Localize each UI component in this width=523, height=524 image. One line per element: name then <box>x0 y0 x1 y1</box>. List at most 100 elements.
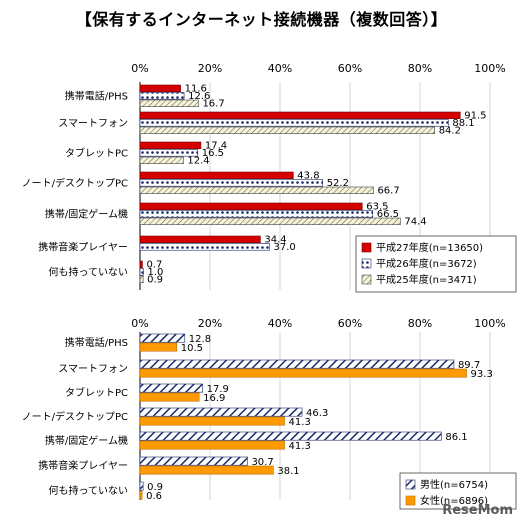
bar-solid-red <box>139 235 261 243</box>
x-tick-label: 20% <box>198 317 222 330</box>
x-tick-label: 0% <box>131 62 148 75</box>
bar-solid-orange <box>139 490 143 500</box>
data-label: 63.5 <box>366 202 388 213</box>
bar-dots-navy <box>139 268 144 276</box>
data-label: 34.4 <box>264 235 286 246</box>
x-tick-label: 100% <box>474 317 505 330</box>
bar-solid-orange <box>139 368 467 378</box>
data-label: 93.3 <box>471 369 493 380</box>
legend-swatch-solid-orange <box>405 495 416 506</box>
bar-stripes-pale <box>139 156 184 164</box>
data-label: 88.1 <box>452 118 474 129</box>
chart-bottom: 0% 20% 40% 60% 80% 100% 携帯電話/PHS 12.810.5 スマートフォ… <box>22 317 517 510</box>
bar-stripes-navy <box>139 359 455 369</box>
data-label: 66.5 <box>377 209 399 220</box>
bar-stripes-navy <box>139 383 203 393</box>
category-label: 携帯音楽プレイヤー <box>38 459 128 472</box>
bar-stripes-pale <box>139 275 144 283</box>
data-label: 52.2 <box>327 178 349 189</box>
x-tick-label: 0% <box>131 317 148 330</box>
legend-label: 男性(n=6754) <box>420 478 488 491</box>
category-label: 携帯電話/PHS <box>65 336 128 349</box>
x-tick-label: 80% <box>408 317 432 330</box>
bar-solid-red <box>139 171 294 179</box>
data-label: 0.9 <box>147 275 163 286</box>
bar-solid-orange <box>139 416 285 426</box>
category-label: タブレットPC <box>65 386 128 399</box>
data-label: 0.7 <box>146 260 162 271</box>
data-label: 66.7 <box>377 186 399 197</box>
data-label: 46.3 <box>306 408 328 419</box>
data-label: 38.1 <box>277 466 299 477</box>
data-label: 86.1 <box>445 432 467 443</box>
watermark-logo: ReseMom <box>442 503 513 518</box>
data-label: 12.8 <box>189 334 211 345</box>
bar-solid-red <box>139 202 363 210</box>
chart-title: 【保有するインターネット接続機器（複数回答）】 <box>75 10 448 29</box>
bar-dots-navy <box>139 149 199 157</box>
data-label: 41.3 <box>289 417 311 428</box>
bar-solid-orange <box>139 440 285 450</box>
category-label: 携帯/固定ゲーム機 <box>45 207 128 220</box>
category-label: スマートフォン <box>58 364 128 375</box>
category-label: ノート/デスクトップPC <box>22 176 128 189</box>
data-label: 10.5 <box>181 343 203 354</box>
category-label: 携帯電話/PHS <box>65 89 128 102</box>
chart-top: 0% 20% 40% 60% 80% 100% 携帯電話/PHS 11.612.616.7 スマ… <box>22 62 517 293</box>
legend-label: 平成27年度(n=13650) <box>376 241 483 254</box>
category-label: ノート/デスクトップPC <box>22 410 128 423</box>
legend-box <box>399 472 517 510</box>
data-label: 17.9 <box>207 384 229 395</box>
category-label: スマートフォン <box>58 118 128 129</box>
bar-stripes-navy <box>139 456 248 466</box>
data-label: 43.8 <box>297 171 319 182</box>
x-tick-label: 20% <box>198 62 222 75</box>
bar-solid-red <box>139 141 202 149</box>
data-label: 41.3 <box>289 441 311 452</box>
data-label: 37.0 <box>274 242 296 253</box>
bar-stripes-pale <box>139 99 199 107</box>
legend-label: 女性(n=6896) <box>420 494 488 507</box>
data-label: 89.7 <box>458 360 480 371</box>
x-tick-label: 80% <box>408 62 432 75</box>
x-tick-label: 60% <box>338 317 362 330</box>
legend-swatch-stripes-navy <box>405 479 416 490</box>
bar-stripes-pale <box>139 126 436 134</box>
bar-stripes-pale <box>139 186 374 194</box>
data-label: 17.4 <box>205 141 227 152</box>
data-label: 1.0 <box>148 267 164 278</box>
bar-stripes-navy <box>139 407 303 417</box>
data-label: 91.5 <box>464 111 486 122</box>
data-label: 84.2 <box>439 126 461 137</box>
bar-dots-navy <box>139 119 449 127</box>
bar-solid-red <box>139 111 461 119</box>
data-label: 0.9 <box>147 482 163 493</box>
category-label: 携帯音楽プレイヤー <box>38 240 128 253</box>
bar-solid-red <box>139 84 181 92</box>
legend-swatch-stripes-pale <box>361 274 372 285</box>
x-tick-label: 40% <box>268 317 292 330</box>
bar-dots-navy <box>139 243 270 251</box>
bar-solid-orange <box>139 392 200 402</box>
data-label: 74.4 <box>404 217 426 228</box>
data-label: 12.6 <box>188 91 210 102</box>
bar-stripes-navy <box>139 431 442 441</box>
category-label: タブレットPC <box>65 146 128 159</box>
data-label: 30.7 <box>251 457 273 468</box>
data-label: 0.6 <box>146 491 162 502</box>
legend-swatch-solid-red <box>361 242 372 253</box>
bar-solid-orange <box>139 465 274 475</box>
category-label: 携帯/固定ゲーム機 <box>45 434 128 447</box>
x-tick-label: 100% <box>474 62 505 75</box>
bar-stripes-navy <box>139 481 144 491</box>
legend-label: 平成25年度(n=3471) <box>376 273 477 286</box>
category-label: 何も持っていない <box>49 484 129 497</box>
data-label: 11.6 <box>185 84 207 95</box>
data-label: 16.5 <box>202 148 224 159</box>
bar-solid-orange <box>139 342 178 352</box>
bar-dots-navy <box>139 210 374 218</box>
bar-dots-navy <box>139 92 185 100</box>
data-label: 12.4 <box>187 156 209 167</box>
x-tick-label: 60% <box>338 62 362 75</box>
